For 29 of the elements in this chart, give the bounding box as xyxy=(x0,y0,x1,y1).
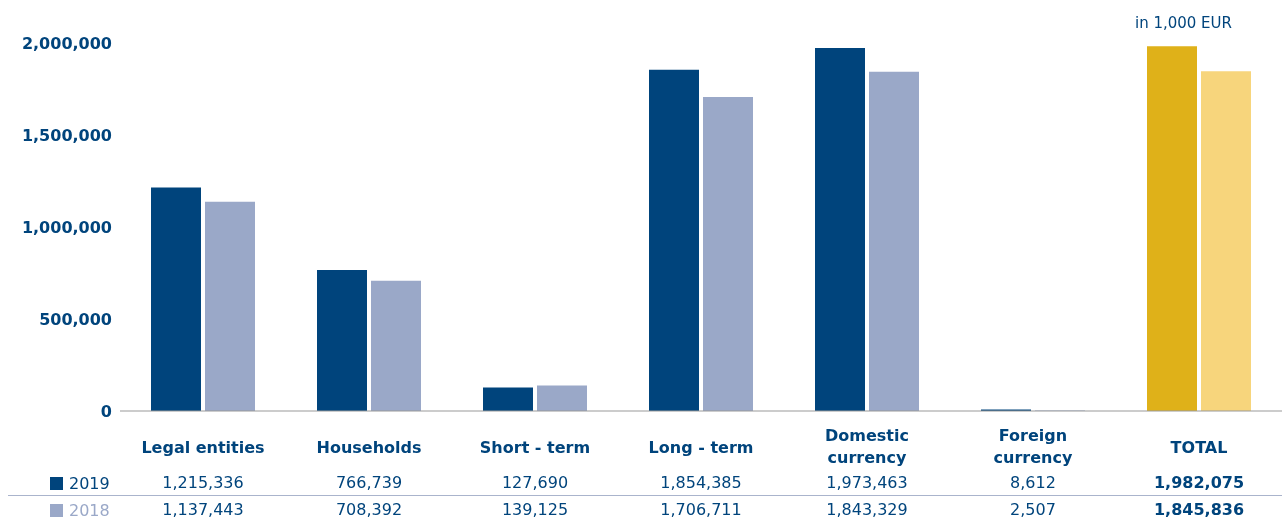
data-label: 1,973,463 xyxy=(825,473,909,492)
data-label: 1,137,443 xyxy=(161,500,245,519)
data-label: 708,392 xyxy=(334,500,404,519)
data-label: 1,215,336 xyxy=(161,473,245,492)
x-tick-label: Domestic currency xyxy=(825,426,909,467)
x-tick-label: Foreign currency xyxy=(993,426,1073,467)
data-label: 139,125 xyxy=(500,500,570,519)
x-tick-label: Legal entities xyxy=(141,438,265,457)
x-tick-label: Long - term xyxy=(648,438,754,457)
y-tick-label: 0 xyxy=(100,401,112,421)
x-tick-label: Households xyxy=(316,438,422,457)
data-label: 1,845,836 xyxy=(1152,500,1246,519)
y-tick-label: 1,500,000 xyxy=(21,125,112,145)
data-label: 766,739 xyxy=(334,473,404,492)
data-label: 127,690 xyxy=(500,473,570,492)
data-label: 2,507 xyxy=(1009,500,1057,519)
data-label: 1,843,329 xyxy=(825,500,909,519)
y-tick-label: 2,000,000 xyxy=(21,33,112,53)
x-tick-label: Short - term xyxy=(479,438,591,457)
data-label: 1,854,385 xyxy=(659,473,743,492)
y-tick-label: 500,000 xyxy=(39,309,112,329)
y-tick-label: 1,000,000 xyxy=(21,217,112,237)
x-tick-label: TOTAL xyxy=(1170,438,1228,457)
text: in 1,000 EUR xyxy=(1134,14,1232,32)
data-label: 1,706,711 xyxy=(659,500,743,519)
data-label: 8,612 xyxy=(1009,473,1057,492)
legend-label: 2019 xyxy=(69,474,110,493)
legend-label: 2018 xyxy=(69,501,110,520)
data-label: 1,982,075 xyxy=(1152,473,1246,492)
